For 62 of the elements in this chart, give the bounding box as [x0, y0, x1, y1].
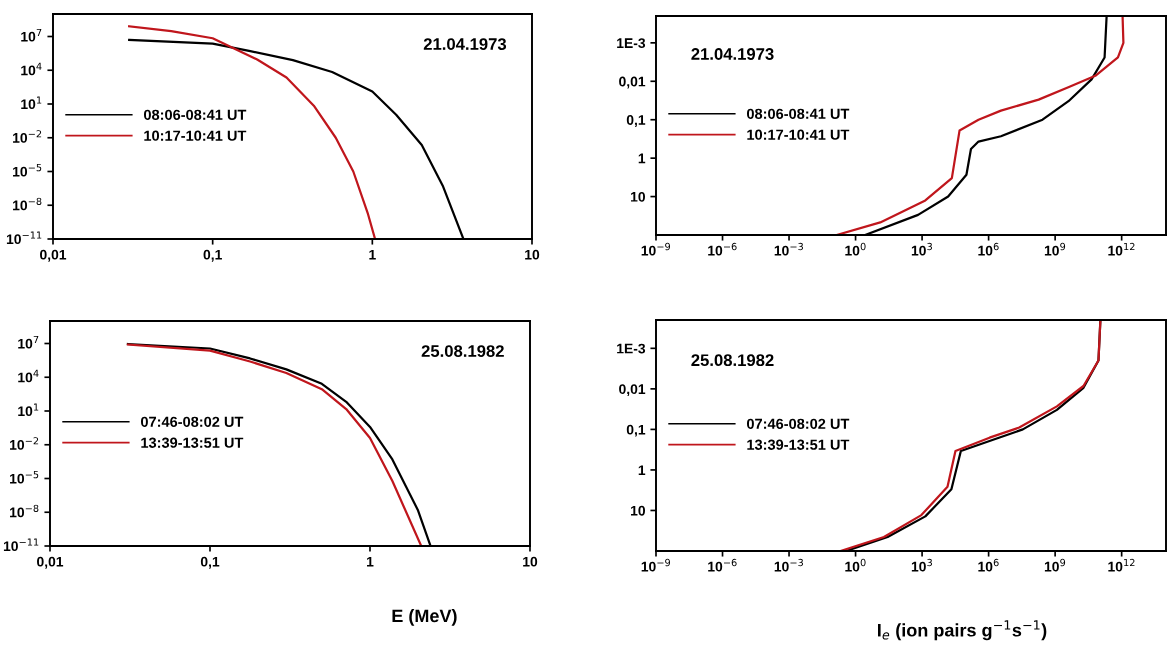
x-tick-label: 10$^{−9}$: [641, 242, 671, 256]
y-tick-label: 10$^{−2}$: [13, 130, 42, 143]
x-tick-label: 0,01: [37, 556, 64, 569]
x-tick-label: 10$^{6}$: [978, 558, 999, 572]
x-tick-label: 10$^{0}$: [845, 242, 866, 256]
x-tick-label: 10$^{3}$: [911, 558, 932, 572]
legend-label: 07:46-08:02 UT: [140, 416, 244, 427]
x-tick-label: 10$^{−3}$: [774, 558, 803, 572]
y-tick-label: 10$^{−11}$: [6, 231, 42, 245]
x-tick-label: 0,1: [203, 249, 222, 262]
annotation: 21.04.1973: [691, 48, 774, 60]
y-tick-label: 10$^{1}$: [21, 96, 42, 110]
y-tick-label: 0,01: [619, 76, 646, 89]
legend-label: 13:39-13:51 UT: [747, 439, 850, 450]
y-tick-label: 10$^{7}$: [18, 336, 39, 349]
x-tick-label: 10$^{0}$: [845, 558, 866, 572]
x-tick-label: 0,01: [40, 249, 67, 262]
y-tick-label: 0,1: [626, 115, 646, 127]
y-tick-label: 1E-3: [617, 343, 646, 354]
y-tick-label: 10$^{4}$: [18, 369, 39, 383]
x-tick-label: 1: [369, 249, 376, 260]
y-tick-label: 1: [638, 153, 646, 164]
y-tick-label: 0,01: [619, 384, 646, 397]
y-tick-label: 10$^{4}$: [21, 62, 42, 76]
y-tick-label: 10$^{−5}$: [13, 164, 42, 177]
x-tick-label: 10$^{3}$: [911, 242, 932, 256]
x-tick-label: 10$^{12}$: [1108, 558, 1135, 572]
x-tick-label: 10$^{12}$: [1108, 242, 1135, 256]
x-tick-label: 10: [525, 249, 540, 260]
x-tick-label: 10$^{6}$: [978, 242, 999, 256]
x-tick-label: 10$^{9}$: [1044, 558, 1066, 572]
y-tick-label: 10$^{1}$: [18, 403, 39, 417]
x-tick-label: 10$^{9}$: [1044, 242, 1066, 256]
x-tick-label: 10$^{−3}$: [774, 242, 803, 256]
y-tick-label: 10$^{7}$: [21, 29, 42, 42]
y-tick-label: 10$^{−5}$: [10, 471, 39, 484]
x-tick-label: 10$^{−9}$: [641, 558, 671, 572]
y-tick-label: 0,1: [626, 424, 646, 437]
y-tick-label: 1E-3: [617, 38, 646, 49]
x-tick-label: 10$^{−6}$: [708, 558, 737, 572]
x-axis-title: I$_{e}$ (ion pairs g$^{−1}$s$^{−1}$): [877, 620, 1047, 641]
legend-label: 10:17-10:41 UT: [144, 130, 247, 141]
legend-label: 13:39-13:51 UT: [141, 437, 244, 448]
y-tick-label: 10$^{−11}$: [3, 538, 39, 552]
annotation: 21.04.1973: [423, 38, 507, 50]
legend-label: 07:46-08:02 UT: [746, 418, 850, 429]
legend-label: 08:06-08:41 UT: [746, 108, 850, 119]
x-tick-label: 10: [523, 556, 538, 567]
x-tick-label: 0,1: [200, 556, 220, 569]
legend-label: 08:06-08:41 UT: [143, 109, 247, 120]
x-tick-label: 10$^{−6}$: [708, 242, 737, 256]
y-tick-label: 10$^{−8}$: [10, 504, 39, 518]
annotation: 25.08.1982: [691, 354, 774, 367]
y-tick-label: 10$^{−8}$: [13, 197, 42, 211]
y-tick-label: 10: [631, 505, 646, 516]
annotation: 25.08.1982: [421, 345, 504, 357]
x-axis-title: E (MeV): [392, 609, 457, 626]
y-tick-label: 10: [631, 191, 646, 202]
y-tick-label: 1: [638, 465, 646, 475]
y-tick-label: 10$^{−2}$: [10, 437, 39, 450]
legend-label: 10:17-10:41 UT: [747, 129, 850, 140]
x-tick-label: 1: [367, 556, 374, 567]
